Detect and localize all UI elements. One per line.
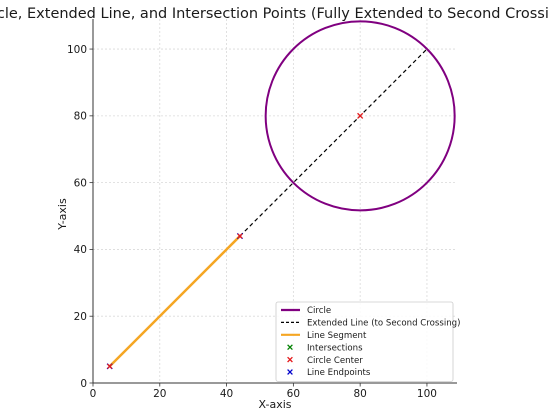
legend-marker-stroke-b <box>287 344 293 351</box>
x-tick-label: 100 <box>417 388 437 400</box>
legend-label: Line Endpoints <box>307 368 371 378</box>
y-tick-label: 0 <box>80 378 87 390</box>
circle-center-point-stroke-b <box>357 112 364 119</box>
y-axis-label: Y-axis <box>56 198 69 231</box>
legend-label: Circle Center <box>307 356 363 366</box>
line-endpoint-overlay-stroke-b <box>237 233 243 239</box>
chart-title: Circle, Extended Line, and Intersection … <box>0 6 550 22</box>
line-segment <box>108 235 241 368</box>
circle-center-point <box>357 112 364 119</box>
y-tick-label: 80 <box>74 111 87 123</box>
legend-item-segment: Line Segment <box>281 331 367 341</box>
extended-line <box>239 48 428 237</box>
legend-label: Line Segment <box>307 331 367 341</box>
legend: Circle Extended Line (to Second Crossing)… <box>275 301 460 382</box>
x-tick-label: 60 <box>287 388 300 400</box>
legend-item-center: Circle Center <box>287 356 363 366</box>
legend-label: Intersections <box>307 343 363 353</box>
legend-item-endpoints: Line Endpoints <box>287 368 371 378</box>
x-tick-label: 20 <box>153 388 166 400</box>
legend-label: Extended Line (to Second Crossing) <box>307 319 460 329</box>
x-tick-label: 0 <box>90 388 97 400</box>
line-endpoint-overlay-stroke-b <box>107 363 113 369</box>
legend-marker-stroke-b <box>287 356 293 363</box>
y-tick-label: 20 <box>74 311 87 323</box>
y-tick-label: 40 <box>74 244 87 256</box>
x-tick-label: 40 <box>220 388 233 400</box>
y-tick-label: 100 <box>67 44 87 56</box>
legend-marker-stroke-b <box>287 369 293 375</box>
legend-item-intersections: Intersections <box>287 343 363 353</box>
data-layer <box>106 20 456 370</box>
circle-shape <box>264 20 456 212</box>
axes-layer: 0 20 40 60 80 100 0 20 40 60 80 100 <box>67 19 457 400</box>
x-axis-label: X-axis <box>259 398 292 411</box>
legend-item-circle: Circle <box>281 306 331 316</box>
y-tick-label: 60 <box>74 177 87 189</box>
legend-item-extended-line: Extended Line (to Second Crossing) <box>281 319 460 329</box>
line-endpoint-overlay <box>237 233 243 239</box>
legend-label: Circle <box>307 306 331 316</box>
legend-box <box>275 301 454 382</box>
x-tick-label: 80 <box>353 388 366 400</box>
line-endpoint-overlay <box>107 363 113 369</box>
